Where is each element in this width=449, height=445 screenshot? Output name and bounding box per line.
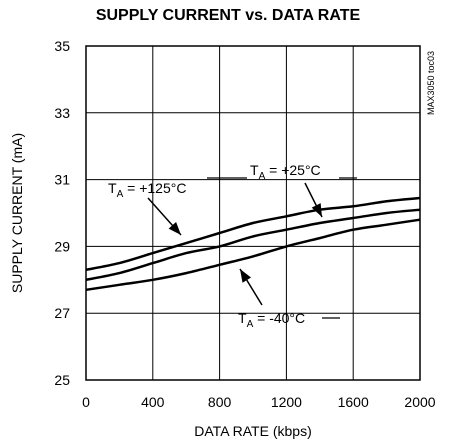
annotation-subscript: A	[259, 171, 266, 182]
x-tick-label: 1200	[271, 394, 302, 410]
series-line-125c	[85, 196, 421, 272]
y-tick-label: 33	[54, 105, 70, 121]
annotation-25c-label: TA = +25°C	[250, 162, 321, 182]
y-tick-label: 27	[54, 305, 70, 321]
series-line-minus40c	[85, 218, 421, 292]
annotation-subscript: A	[247, 319, 254, 330]
y-axis-label: SUPPLY CURRENT (mA)	[9, 133, 25, 293]
y-tick-label: 29	[54, 238, 70, 254]
series-lines	[85, 196, 421, 292]
tick-labels: 0 400 800 1200 1600 2000 25 27 29 31 33 35	[54, 38, 435, 410]
annotation-text: = +125°C	[123, 180, 186, 196]
annotation-125c-label: TA = +125°C	[108, 180, 186, 200]
x-tick-label: 0	[82, 394, 90, 410]
chart-title: SUPPLY CURRENT vs. DATA RATE	[96, 7, 361, 24]
x-tick-label: 400	[141, 394, 165, 410]
annotation-minus40c-label: TA = -40°C	[238, 310, 305, 330]
y-tick-label: 31	[54, 172, 70, 188]
x-axis-label: DATA RATE (kbps)	[194, 423, 311, 439]
side-label: MAX3050 toc03	[426, 51, 436, 115]
annotation-symbol: T	[238, 310, 247, 326]
plot-frame	[85, 45, 421, 381]
annotation-25c-arrowhead	[311, 203, 322, 217]
annotation-symbol: T	[250, 162, 259, 178]
annotation-125c-arrowhead	[168, 221, 181, 235]
annotation-minus40c-arrowhead	[240, 269, 252, 283]
x-tick-label: 2000	[404, 394, 435, 410]
x-tick-label: 800	[208, 394, 232, 410]
annotations: TA = +125°CTA = +25°CTA = -40°C	[108, 162, 357, 330]
grid	[86, 46, 420, 380]
annotation-text: = -40°C	[253, 310, 305, 326]
annotation-symbol: T	[108, 180, 117, 196]
annotation-text: = +25°C	[265, 162, 320, 178]
series-line-25c	[85, 208, 421, 282]
y-tick-label: 35	[54, 38, 70, 54]
annotation-subscript: A	[117, 189, 124, 200]
y-tick-label: 25	[54, 372, 70, 388]
x-tick-label: 1600	[338, 394, 369, 410]
